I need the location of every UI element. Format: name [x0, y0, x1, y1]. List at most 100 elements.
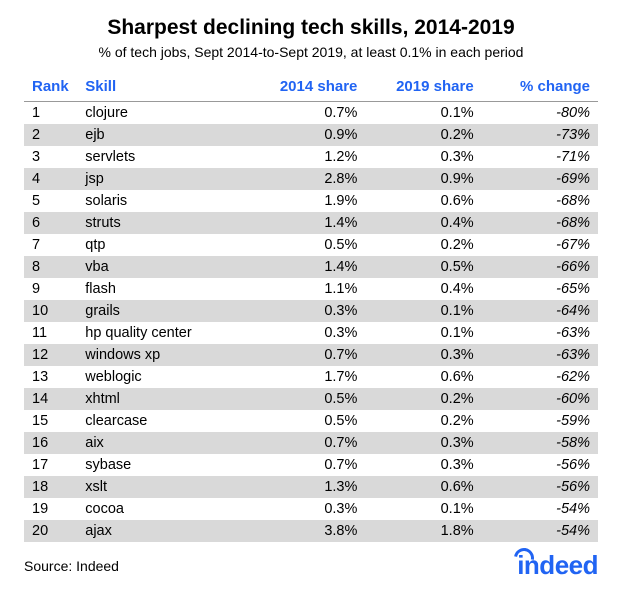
cell-change: -71% [482, 146, 598, 168]
cell-skill: ejb [77, 124, 249, 146]
cell-2019: 0.2% [365, 234, 481, 256]
cell-rank: 14 [24, 388, 77, 410]
cell-skill: clojure [77, 102, 249, 125]
cell-2019: 0.2% [365, 388, 481, 410]
cell-2019: 0.1% [365, 300, 481, 322]
table-row: 5solaris1.9%0.6%-68% [24, 190, 598, 212]
table-row: 1clojure0.7%0.1%-80% [24, 102, 598, 125]
cell-rank: 16 [24, 432, 77, 454]
cell-change: -67% [482, 234, 598, 256]
cell-2014: 0.7% [249, 102, 365, 125]
cell-2019: 0.4% [365, 212, 481, 234]
cell-rank: 20 [24, 520, 77, 542]
table-body: 1clojure0.7%0.1%-80%2ejb0.9%0.2%-73%3ser… [24, 102, 598, 543]
col-header-skill: Skill [77, 72, 249, 102]
cell-2019: 0.9% [365, 168, 481, 190]
cell-2014: 0.3% [249, 300, 365, 322]
cell-2014: 1.4% [249, 256, 365, 278]
cell-rank: 5 [24, 190, 77, 212]
cell-2014: 0.7% [249, 344, 365, 366]
table-row: 16aix0.7%0.3%-58% [24, 432, 598, 454]
cell-2019: 0.6% [365, 476, 481, 498]
cell-change: -58% [482, 432, 598, 454]
cell-2014: 3.8% [249, 520, 365, 542]
cell-skill: xhtml [77, 388, 249, 410]
cell-2019: 0.3% [365, 344, 481, 366]
cell-change: -59% [482, 410, 598, 432]
skills-table: Rank Skill 2014 share 2019 share % chang… [24, 72, 598, 542]
cell-2019: 0.6% [365, 190, 481, 212]
cell-2014: 1.9% [249, 190, 365, 212]
cell-2019: 0.5% [365, 256, 481, 278]
cell-2014: 1.4% [249, 212, 365, 234]
table-row: 18xslt1.3%0.6%-56% [24, 476, 598, 498]
cell-skill: sybase [77, 454, 249, 476]
cell-rank: 3 [24, 146, 77, 168]
cell-rank: 15 [24, 410, 77, 432]
cell-2014: 0.7% [249, 454, 365, 476]
table-row: 15clearcase0.5%0.2%-59% [24, 410, 598, 432]
table-header-row: Rank Skill 2014 share 2019 share % chang… [24, 72, 598, 102]
cell-2019: 0.4% [365, 278, 481, 300]
cell-2014: 1.7% [249, 366, 365, 388]
cell-change: -65% [482, 278, 598, 300]
cell-2014: 0.3% [249, 498, 365, 520]
cell-2014: 0.7% [249, 432, 365, 454]
table-row: 12windows xp0.7%0.3%-63% [24, 344, 598, 366]
cell-rank: 11 [24, 322, 77, 344]
cell-change: -56% [482, 476, 598, 498]
cell-skill: struts [77, 212, 249, 234]
cell-2019: 0.3% [365, 432, 481, 454]
table-row: 8vba1.4%0.5%-66% [24, 256, 598, 278]
cell-skill: jsp [77, 168, 249, 190]
cell-2014: 0.9% [249, 124, 365, 146]
cell-change: -69% [482, 168, 598, 190]
cell-skill: servlets [77, 146, 249, 168]
table-row: 20ajax3.8%1.8%-54% [24, 520, 598, 542]
table-row: 6struts1.4%0.4%-68% [24, 212, 598, 234]
cell-rank: 12 [24, 344, 77, 366]
cell-rank: 4 [24, 168, 77, 190]
cell-change: -56% [482, 454, 598, 476]
cell-change: -63% [482, 322, 598, 344]
col-header-2019: 2019 share [365, 72, 481, 102]
table-row: 13weblogic1.7%0.6%-62% [24, 366, 598, 388]
cell-skill: clearcase [77, 410, 249, 432]
cell-skill: windows xp [77, 344, 249, 366]
cell-2014: 0.3% [249, 322, 365, 344]
cell-2014: 1.2% [249, 146, 365, 168]
cell-2019: 0.1% [365, 498, 481, 520]
cell-change: -54% [482, 520, 598, 542]
cell-skill: qtp [77, 234, 249, 256]
indeed-logo: indeed [517, 550, 598, 581]
cell-2019: 0.1% [365, 322, 481, 344]
chart-title: Sharpest declining tech skills, 2014-201… [24, 16, 598, 40]
cell-rank: 8 [24, 256, 77, 278]
cell-rank: 7 [24, 234, 77, 256]
table-row: 9flash1.1%0.4%-65% [24, 278, 598, 300]
table-row: 2ejb0.9%0.2%-73% [24, 124, 598, 146]
cell-skill: flash [77, 278, 249, 300]
col-header-change: % change [482, 72, 598, 102]
cell-2019: 0.1% [365, 102, 481, 125]
cell-2019: 0.3% [365, 454, 481, 476]
cell-2014: 1.3% [249, 476, 365, 498]
cell-rank: 10 [24, 300, 77, 322]
cell-change: -73% [482, 124, 598, 146]
table-row: 11hp quality center0.3%0.1%-63% [24, 322, 598, 344]
cell-rank: 17 [24, 454, 77, 476]
cell-change: -68% [482, 190, 598, 212]
cell-2014: 0.5% [249, 388, 365, 410]
cell-rank: 19 [24, 498, 77, 520]
table-row: 19cocoa0.3%0.1%-54% [24, 498, 598, 520]
cell-skill: vba [77, 256, 249, 278]
cell-rank: 2 [24, 124, 77, 146]
cell-2019: 1.8% [365, 520, 481, 542]
footer: Source: Indeed indeed [24, 550, 598, 581]
cell-2019: 0.2% [365, 410, 481, 432]
cell-skill: xslt [77, 476, 249, 498]
cell-skill: solaris [77, 190, 249, 212]
chart-subtitle: % of tech jobs, Sept 2014-to-Sept 2019, … [24, 44, 598, 60]
cell-skill: hp quality center [77, 322, 249, 344]
table-row: 7qtp0.5%0.2%-67% [24, 234, 598, 256]
